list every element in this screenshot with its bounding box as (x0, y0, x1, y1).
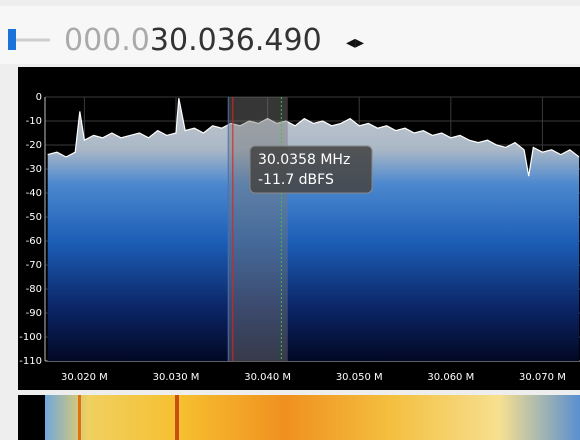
y-tick-label: 0 (36, 92, 42, 103)
volume-slider-handle[interactable] (8, 29, 16, 50)
y-tick-label: -50 (26, 212, 42, 223)
spectrum-fill (47, 98, 580, 361)
y-tick-label: -10 (26, 116, 42, 127)
y-tick-label: -110 (19, 356, 42, 367)
y-tick-label: -40 (26, 188, 42, 199)
waterfall-signal (175, 395, 179, 440)
x-tick-label: 30.050 M (336, 372, 383, 383)
x-tick-label: 30.030 M (153, 372, 200, 383)
x-tick-label: 30.070 M (519, 372, 566, 383)
x-tick-label: 30.020 M (61, 372, 108, 383)
y-tick-label: -90 (26, 308, 42, 319)
y-tick-label: -20 (26, 140, 42, 151)
spectrum-plot[interactable]: 0 -10 -20 -30 -40 -50 -60 -70 -80 -90 -100 -110 30.0… (19, 92, 580, 383)
frequency-main: 30.036.490 (150, 23, 322, 58)
y-tick-label: -80 (26, 284, 42, 295)
tooltip-level: -11.7 dBFS (258, 172, 334, 188)
x-tick-label: 30.060 M (427, 372, 474, 383)
spectrum-trace (47, 98, 580, 177)
waterfall (45, 395, 580, 440)
toolbar (0, 6, 580, 64)
tooltip-box (249, 145, 373, 194)
waterfall-signal (78, 395, 81, 440)
filter-band (228, 97, 288, 361)
x-tick-label: 30.040 M (244, 372, 291, 383)
y-tick-label: -30 (26, 164, 42, 175)
tuning-arrows[interactable]: ◂▸ (346, 32, 364, 53)
tooltip-frequency: 30.0358 MHz (258, 152, 350, 168)
y-tick-label: -60 (26, 236, 42, 247)
frequency-dim: 000.0 (64, 23, 150, 58)
y-tick-label: -70 (26, 260, 42, 271)
frequency-display[interactable]: 000.030.036.490 (64, 23, 322, 58)
y-tick-label: -100 (19, 332, 42, 343)
